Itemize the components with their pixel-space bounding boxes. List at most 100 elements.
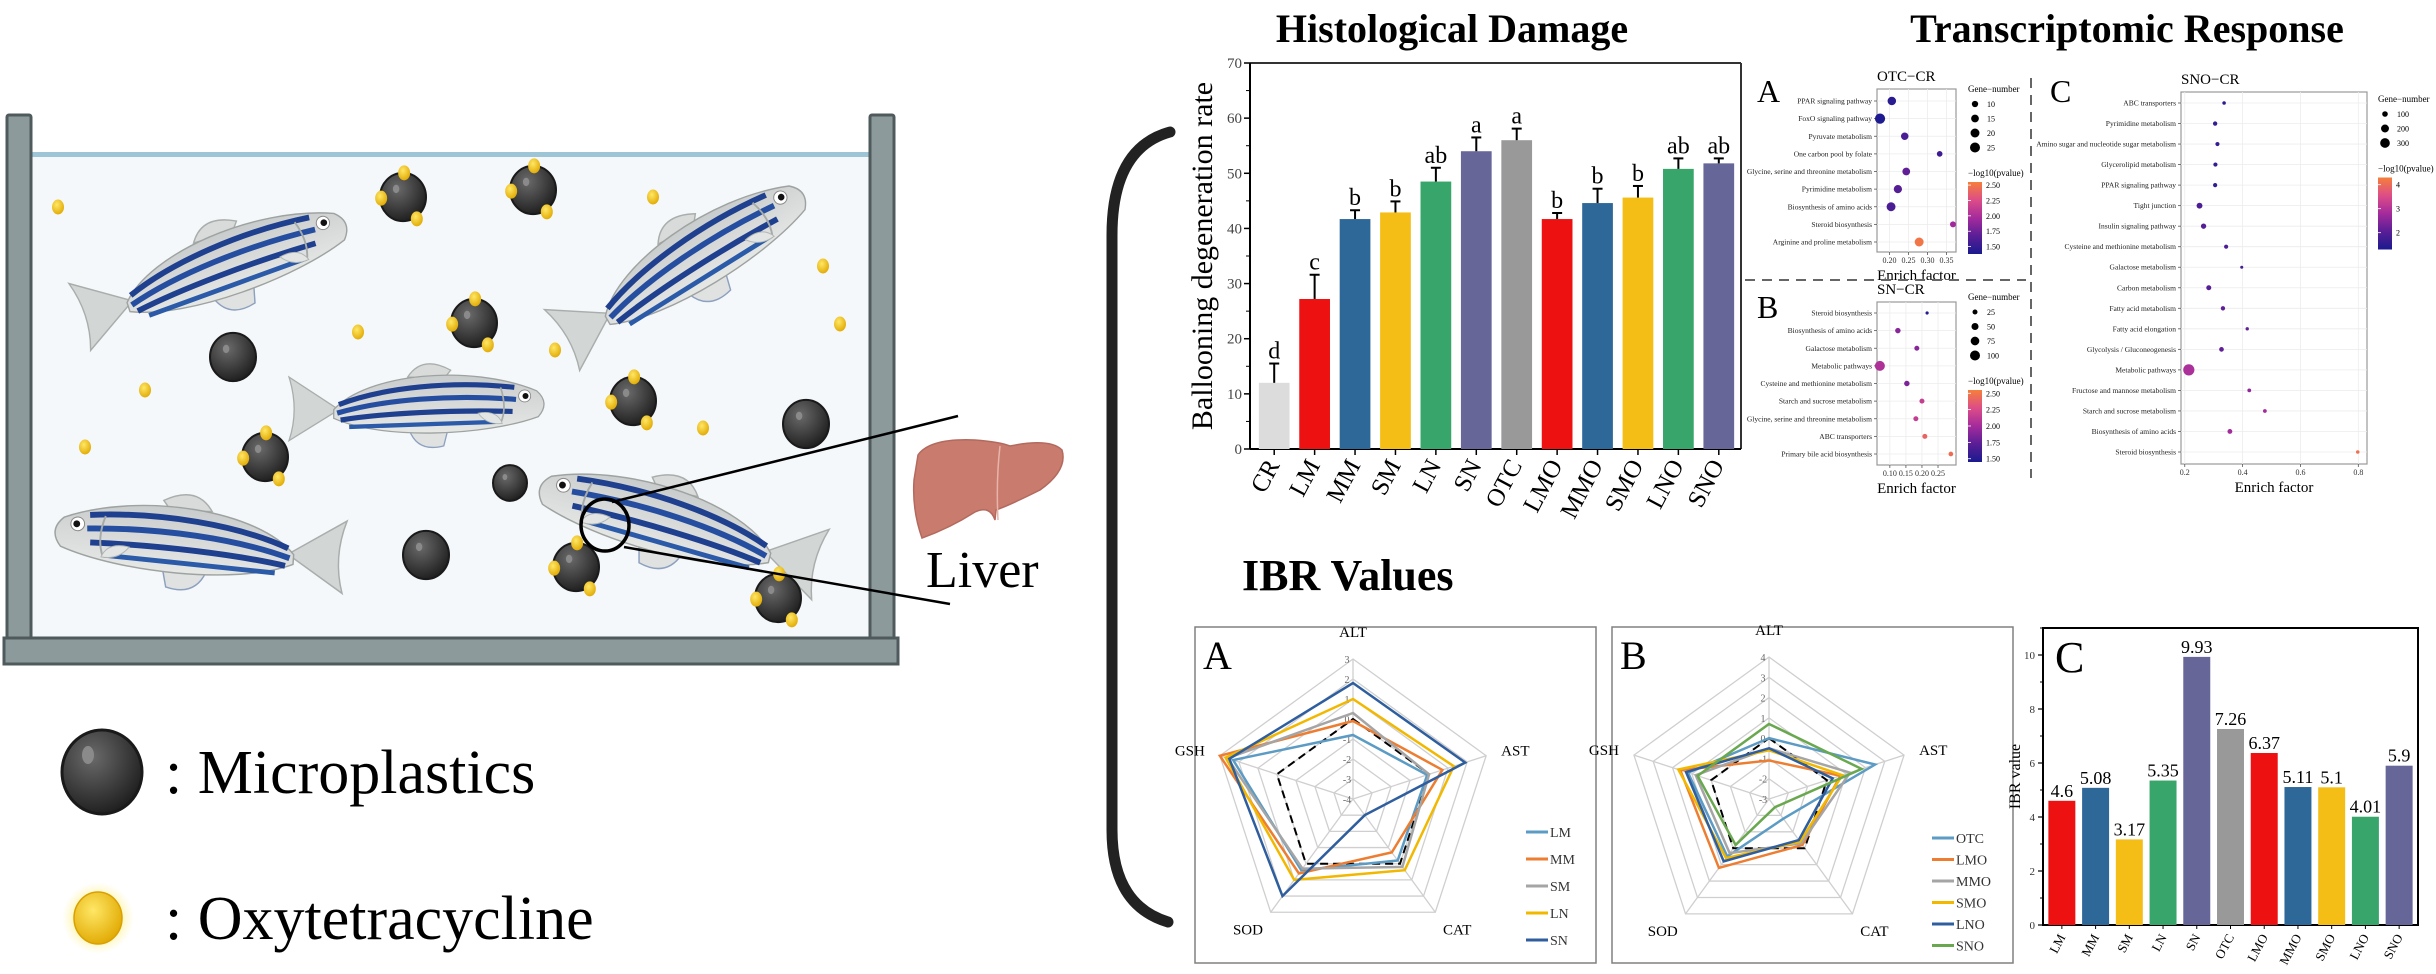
bar-value-label: 5.35 [2147,761,2179,781]
x-tick-label: SNO [2380,931,2405,961]
color-legend-title: −log10(pvalue) [1968,376,2024,386]
radar-axis-label: GSH [1175,744,1205,760]
sphere-highlight [392,184,400,194]
legend-label: SNO [1956,940,1984,955]
bar [2149,780,2177,925]
enrichment-dot [1887,96,1897,106]
pathway-label: Starch and sucrose metabolism [1779,397,1872,406]
y-tick-label: 10 [1227,387,1242,403]
pathway-label: Cysteine and methionine metabolism [2065,242,2177,251]
legend-label: MMO [1956,875,1991,890]
pathway-label: Primary bile acid biosynthesis [1781,450,1872,459]
size-legend-label: 100 [1987,352,1999,361]
pathway-label: Galactose metabolism [1806,344,1873,353]
size-legend-label: 25 [1987,144,1995,153]
radar-tick-label: 1 [1761,714,1766,725]
oxytetracycline-particle-icon [583,581,596,597]
radar-series-sm [1225,711,1431,870]
radar-tick-label: -2 [1759,775,1767,786]
bar-value-label: 5.08 [2080,768,2112,788]
x-tick-label: LN [2148,931,2170,954]
enrichment-dot [1874,113,1886,124]
enrichment-dot [2213,162,2218,167]
radar-panel-frame [1611,626,2014,964]
x-tick-label: 0.15 [1899,469,1913,478]
radar-tick-label: 2 [1761,694,1766,705]
radar-panel-frame [1194,626,1597,964]
water-surface [31,152,870,157]
oxytetracycline-particle-icon [272,471,285,487]
bar [2082,787,2110,925]
bar [1420,181,1452,450]
radar-axis-label: AST [1919,743,1947,759]
x-tick-label: LMO [2244,931,2271,964]
pathway-label: PPAR signaling pathway [1797,97,1872,106]
pathway-label: Arginine and proline metabolism [1773,238,1872,247]
legend-label: LM [1550,826,1572,841]
significance-letter: ab [1425,143,1448,169]
pathway-label: One carbon pool by folate [1794,149,1873,158]
callout-line-bottom [623,545,951,606]
pathway-label: Fatty acid metabolism [2109,304,2176,313]
oxytetracycline-particle-icon [481,337,494,353]
enrichment-dot [1914,345,1920,351]
size-legend-label: 75 [1987,337,1995,346]
legend-item-mm: MM [1526,853,1575,868]
oxytetracycline-particle-icon [469,291,482,307]
enrichment-dot [2215,141,2220,147]
y-tick-label: 2 [2030,866,2036,878]
x-tick-label: SM [1366,455,1407,500]
radar-axis-label: CAT [1443,922,1471,938]
tank-base [2,636,900,666]
significance-letter: b [1592,164,1604,190]
radar-axis-label: ALT [1755,623,1783,639]
sphere-highlight [463,310,471,320]
bar [1663,168,1694,450]
sphere-highlight [254,444,262,454]
enrichment-dot [1895,327,1901,334]
bar [2284,787,2312,925]
bar [1339,219,1371,449]
x-tick-label: SN [1449,455,1488,496]
bar [1501,140,1533,449]
bar [2385,765,2413,925]
color-bar [1968,182,1982,254]
size-legend-title: Gene−number [2378,94,2430,104]
legend-item-sno: SNO [1932,940,1984,955]
pathway-label: Biosynthesis of amino acids [1788,202,1872,211]
pathway-label: Glycine, serine and threonine metabolism [1747,414,1872,423]
oxytetracycline-particle-icon [628,369,641,385]
oxytetracycline-particle-icon [571,535,584,551]
microplastic-with-oxytetracycline-icon [237,425,289,487]
sphere-highlight [622,388,630,398]
microplastic-particle-icon [402,529,450,581]
color-legend-title: −log10(pvalue) [1968,168,2024,178]
x-tick-label: LNO [1642,455,1690,513]
bar [2183,656,2211,925]
pathway-label: Metabolic pathways [1811,361,1872,370]
oxytetracycline-particle-icon [410,211,423,227]
legend-item-lm: LM [1526,826,1572,841]
plot-panel [2180,91,2368,465]
bar-value-label: 5.11 [2283,767,2314,787]
enrichment-dot [2200,223,2207,229]
radar-tick-label: -4 [1343,795,1351,806]
x-tick-label: LNO [2346,931,2372,962]
significance-letter: a [1511,104,1522,130]
x-tick-label: SMO [1600,455,1649,516]
radar-axis-label: GSH [1589,743,1619,759]
oxytetracycline-particle-icon [750,591,763,607]
pathway-label: Glycerolipid metabolism [2101,160,2176,169]
x-tick-label: MM [1322,455,1367,507]
histological-bar-chart: 0 10 20 30 40 50 60 70 Ballooning degeneration r… [1186,56,1742,523]
enrichment-dot [2240,265,2244,269]
oxytetracycline-particle-icon [398,165,411,181]
size-legend-dot [2382,111,2388,117]
x-tick-label: 0.10 [1883,469,1897,478]
radar-grid-ring [1652,676,1886,899]
sphere-highlight [415,542,423,552]
color-legend-label: 1.50 [1986,455,2000,464]
pathway-label: FoxO signaling pathway [1798,114,1872,123]
bar [2351,816,2379,925]
color-legend-label: 2 [2396,229,2400,238]
